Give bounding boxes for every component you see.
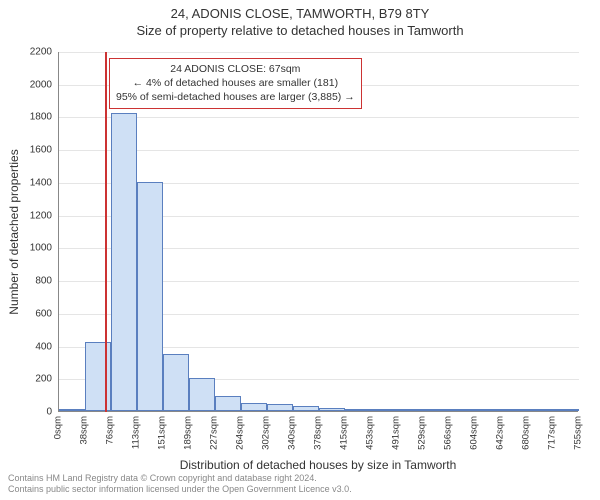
gridline [59,117,579,118]
x-tick-label: 529sqm [417,416,428,450]
x-tick-label: 680sqm [521,416,532,450]
y-tick-label: 200 [12,374,52,385]
histogram-bar [163,354,189,411]
y-tick-label: 1800 [12,112,52,123]
page-subtitle: Size of property relative to detached ho… [0,21,600,38]
x-tick-label: 264sqm [235,416,246,450]
annotation-line: ← 4% of detached houses are smaller (181… [116,76,355,90]
histogram-bar [267,404,293,411]
footer-attribution: Contains HM Land Registry data © Crown c… [8,473,352,496]
chart-container: 24, ADONIS CLOSE, TAMWORTH, B79 8TY Size… [0,0,600,500]
y-tick-label: 1400 [12,177,52,188]
y-tick-label: 400 [12,341,52,352]
x-tick-label: 340sqm [287,416,298,450]
histogram-bar [293,406,319,411]
histogram-bar [423,409,449,411]
x-tick-label: 755sqm [573,416,584,450]
y-tick-label: 0 [12,407,52,418]
histogram-bar [241,403,267,411]
x-tick-label: 642sqm [495,416,506,450]
annotation-line: 95% of semi-detached houses are larger (… [116,90,355,104]
x-tick-label: 491sqm [391,416,402,450]
y-tick-label: 1200 [12,210,52,221]
histogram-bar [319,408,345,411]
histogram-bar [449,409,475,411]
y-tick-label: 2200 [12,47,52,58]
x-tick-label: 378sqm [313,416,324,450]
plot-area: 24 ADONIS CLOSE: 67sqm← 4% of detached h… [58,52,578,412]
x-axis-label: Distribution of detached houses by size … [58,458,578,472]
histogram-bar [501,409,527,411]
histogram-bar [215,396,241,411]
y-tick-label: 600 [12,308,52,319]
x-tick-label: 453sqm [365,416,376,450]
histogram-bar [345,409,371,411]
x-tick-label: 113sqm [131,416,142,449]
gridline [59,52,579,53]
histogram-bar [59,409,85,411]
property-marker-line [105,52,107,412]
x-tick-label: 604sqm [469,416,480,450]
histogram-bar [553,409,579,411]
x-tick-label: 189sqm [183,416,194,450]
gridline [59,150,579,151]
histogram-bar [371,409,397,411]
x-tick-label: 0sqm [53,416,64,439]
x-tick-label: 227sqm [209,416,220,450]
y-axis-label: Number of detached properties [7,149,21,314]
x-tick-label: 302sqm [261,416,272,450]
y-tick-label: 2000 [12,79,52,90]
histogram-bar [397,409,423,411]
x-tick-label: 566sqm [443,416,454,450]
footer-line2: Contains public sector information licen… [8,484,352,496]
histogram-bar [475,409,501,411]
annotation-box: 24 ADONIS CLOSE: 67sqm← 4% of detached h… [109,58,362,109]
footer-line1: Contains HM Land Registry data © Crown c… [8,473,352,485]
x-tick-label: 151sqm [157,416,168,450]
histogram-bar [111,113,137,411]
annotation-line: 24 ADONIS CLOSE: 67sqm [116,62,355,76]
histogram-bar [137,182,163,411]
y-tick-label: 1600 [12,145,52,156]
page-title: 24, ADONIS CLOSE, TAMWORTH, B79 8TY [0,0,600,21]
histogram-chart: Number of detached properties 24 ADONIS … [58,52,578,412]
x-tick-label: 415sqm [339,416,350,450]
histogram-bar [527,409,553,411]
y-tick-label: 1000 [12,243,52,254]
histogram-bar [189,378,215,411]
x-tick-label: 717sqm [547,416,558,450]
x-tick-label: 38sqm [79,416,90,445]
y-tick-label: 800 [12,276,52,287]
x-tick-label: 76sqm [105,416,116,445]
